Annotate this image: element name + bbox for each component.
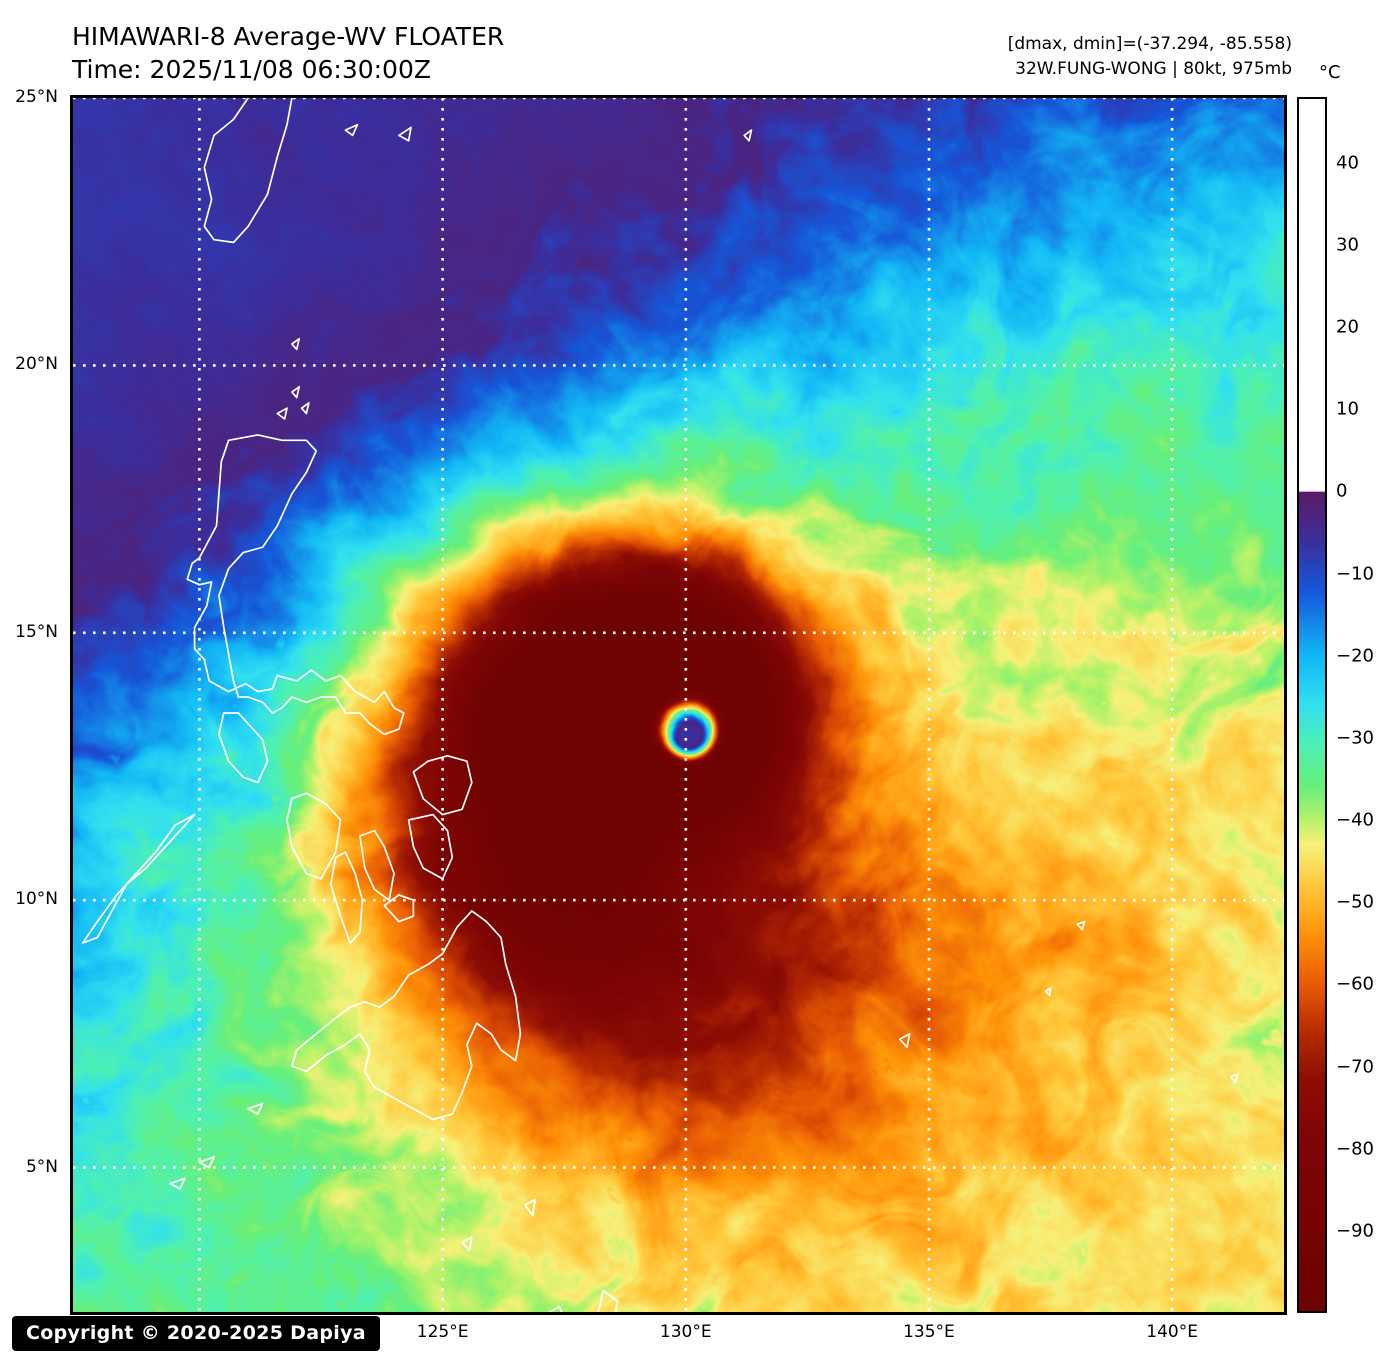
coastline xyxy=(524,1198,536,1217)
coastline xyxy=(291,910,522,1121)
y-tick-label: 10°N xyxy=(15,889,58,910)
x-tick-label: 130°E xyxy=(659,1322,712,1342)
coastline xyxy=(300,401,310,415)
coastline xyxy=(218,712,269,784)
colorbar-unit-label: °C xyxy=(1319,62,1341,83)
satellite-map[interactable] xyxy=(70,95,1287,1315)
coastline xyxy=(407,813,454,880)
colorbar-tick-label: −20 xyxy=(1336,645,1374,667)
satellite-imagery xyxy=(73,98,1284,1312)
y-tick-label: 20°N xyxy=(15,354,58,375)
coastline xyxy=(359,829,395,902)
x-tick-label: 135°E xyxy=(903,1322,955,1342)
colorbar-tick-label: −10 xyxy=(1336,563,1374,585)
colorbar-tick-label: −60 xyxy=(1336,973,1374,995)
brightness-temperature-field xyxy=(73,98,1284,1312)
y-tick-label: 15°N xyxy=(15,621,58,642)
page-title: HIMAWARI-8 Average-WV FLOATER xyxy=(72,22,505,51)
copyright-banner: Copyright © 2020-2025 Dapiya xyxy=(12,1316,380,1351)
coastline xyxy=(247,1102,264,1115)
title-block: HIMAWARI-8 Average-WV FLOATER Time: 2025… xyxy=(72,20,504,86)
dminmax-label: [dmax, dmin]=(-37.294, -85.558) xyxy=(1007,34,1292,54)
colorbar-tick-label: −90 xyxy=(1336,1220,1374,1242)
y-tick-label: 25°N xyxy=(15,87,58,107)
coastline xyxy=(344,123,359,137)
coastline xyxy=(291,385,301,399)
coastline xyxy=(203,98,293,244)
colorbar-frame xyxy=(1297,97,1327,1313)
colorbar-tick-label: −80 xyxy=(1336,1138,1374,1160)
coastline xyxy=(398,126,412,142)
y-tick-label: 5°N xyxy=(25,1156,58,1177)
coastline xyxy=(81,813,196,944)
coastline xyxy=(169,1177,186,1190)
colorbar-tick-label: −70 xyxy=(1336,1056,1374,1077)
coastline xyxy=(597,1289,619,1312)
timestamp-label: Time: 2025/11/08 06:30:00Z xyxy=(72,55,431,84)
coastline-and-graticule-overlay xyxy=(73,98,1284,1312)
colorbar-tick-label: −40 xyxy=(1336,809,1374,831)
coastline xyxy=(898,1033,911,1049)
coastline xyxy=(461,1236,473,1252)
x-tick-label: 125°E xyxy=(416,1322,469,1342)
colorbar-tick-label: −30 xyxy=(1336,727,1374,749)
coastline xyxy=(291,337,301,351)
x-tick-label: 140°E xyxy=(1146,1322,1198,1342)
coastline xyxy=(286,792,342,880)
coastline xyxy=(383,894,415,923)
colorbar-tick-label: 20 xyxy=(1336,316,1359,338)
coastline xyxy=(198,1156,215,1169)
metadata-block: [dmax, dmin]=(-37.294, -85.558) 32W.FUNG… xyxy=(1008,32,1292,82)
coastline xyxy=(548,1305,563,1312)
colorbar-tick-label: 10 xyxy=(1336,398,1359,420)
colorbar-gradient xyxy=(1299,99,1325,1311)
coastline xyxy=(1044,987,1052,997)
coastline xyxy=(276,407,288,420)
coastline xyxy=(412,754,473,816)
colorbar-tick-label: 0 xyxy=(1336,480,1348,502)
storm-info-label: 32W.FUNG-WONG | 80kt, 975mb xyxy=(1015,59,1292,79)
coastline xyxy=(1076,920,1086,931)
colorbar-tick-label: 40 xyxy=(1336,152,1359,174)
colorbar-tick-label: 30 xyxy=(1336,234,1359,256)
coastline xyxy=(1229,1073,1239,1083)
colorbar[interactable] xyxy=(1297,97,1327,1313)
coastline xyxy=(186,434,405,736)
coastline xyxy=(329,851,364,944)
coastline xyxy=(743,129,753,142)
colorbar-tick-label: −50 xyxy=(1336,891,1374,913)
